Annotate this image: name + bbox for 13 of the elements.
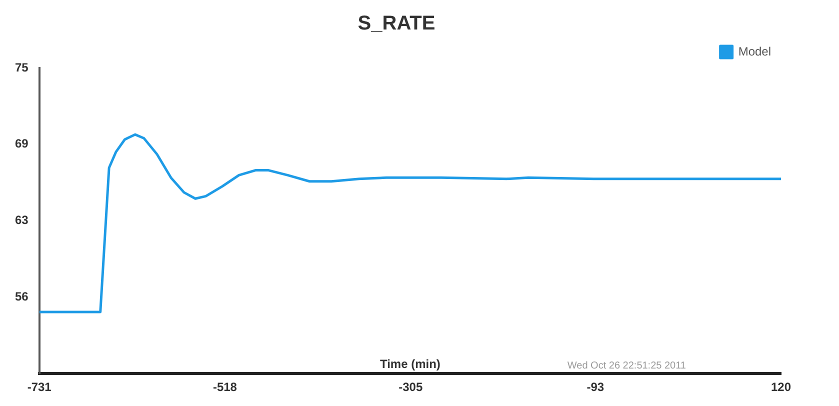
y-tick-label: 63 xyxy=(14,213,29,228)
x-tick-label: 120 xyxy=(770,380,792,394)
x-axis-title: Time (min) xyxy=(380,356,440,371)
x-tick-label: -731 xyxy=(27,380,52,394)
y-tick-label: 75 xyxy=(14,60,29,74)
y-tick-label: 56 xyxy=(14,290,29,304)
annotation: Wed Oct 26 22:51:25 2011 xyxy=(567,360,686,372)
x-tick-label: -305 xyxy=(398,380,423,394)
x-tick-label: -93 xyxy=(586,380,604,394)
chart-title: S_RATE xyxy=(358,12,436,35)
y-tick-label: 69 xyxy=(14,136,29,151)
x-tick-label: -518 xyxy=(212,380,238,394)
legend-label: Model xyxy=(738,44,772,58)
